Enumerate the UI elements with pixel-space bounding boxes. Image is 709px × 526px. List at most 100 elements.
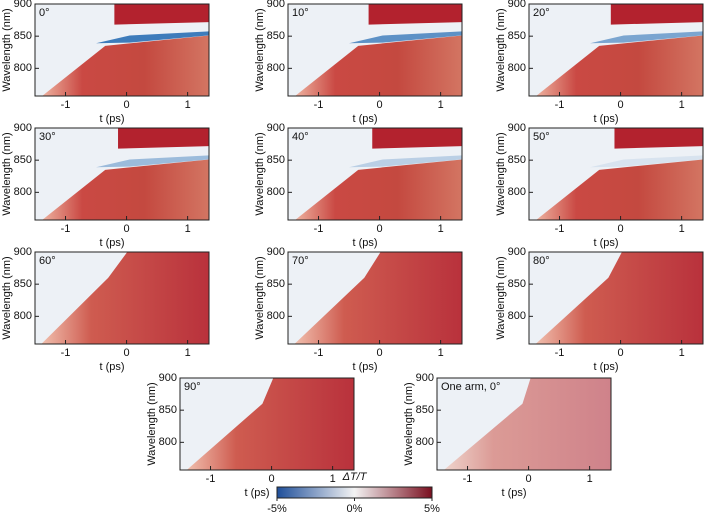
x-axis-label: t (ps) (99, 361, 124, 373)
plot-frame (528, 127, 704, 221)
signal-region (186, 378, 354, 470)
y-axis-label: Wavelength (nm) (254, 132, 266, 215)
plot-frame (34, 127, 210, 221)
x-tick-label: 1 (185, 347, 191, 359)
x-tick-label: -1 (314, 347, 324, 359)
panel-label: 50° (533, 131, 550, 143)
signal-region (118, 128, 209, 149)
y-tick-label: 850 (14, 154, 32, 166)
colorbar-tick-label: -5% (267, 503, 287, 515)
y-axis-label: Wavelength (nm) (146, 382, 158, 465)
x-tick-label: 1 (679, 99, 685, 111)
y-tick-label: 800 (508, 310, 526, 322)
plot-frame (528, 3, 704, 97)
y-tick-label: 850 (508, 154, 526, 166)
signal-region (295, 35, 462, 96)
y-tick-label: 800 (159, 436, 177, 448)
y-tick-label: 800 (14, 186, 32, 198)
x-tick-label: 0 (618, 99, 624, 111)
y-axis-label: Wavelength (nm) (1, 132, 13, 215)
plot-frame (287, 251, 463, 345)
y-tick-label: 800 (267, 62, 285, 74)
x-tick-label: 1 (587, 473, 593, 485)
x-axis-label: t (ps) (244, 487, 269, 499)
colorbar-tick-label: 5% (424, 503, 440, 515)
panel-label: 30° (39, 131, 56, 143)
y-tick-label: 800 (416, 436, 434, 448)
y-tick-label: 850 (267, 278, 285, 290)
x-tick-label: 1 (185, 99, 191, 111)
signal-region (114, 4, 209, 25)
x-tick-label: 1 (438, 99, 444, 111)
panel-label: 40° (292, 131, 309, 143)
x-tick-label: 0 (377, 223, 383, 235)
heatmap (180, 378, 354, 470)
signal-region (372, 128, 462, 149)
bleach-region (349, 155, 462, 168)
signal-region (536, 159, 703, 220)
x-tick-label: 1 (438, 347, 444, 359)
bleach-region (590, 155, 703, 168)
signal-region (535, 252, 703, 344)
heatmap (35, 252, 209, 344)
signal-region (368, 4, 462, 25)
y-tick-label: 800 (14, 310, 32, 322)
y-tick-label: 900 (14, 0, 32, 10)
y-tick-label: 900 (267, 246, 285, 258)
x-tick-label: 1 (330, 473, 336, 485)
y-axis-label: Wavelength (nm) (254, 8, 266, 91)
x-tick-label: 0 (618, 347, 624, 359)
y-tick-label: 900 (416, 372, 434, 384)
y-tick-label: 900 (508, 122, 526, 134)
heatmap (288, 252, 462, 344)
x-tick-label: 0 (377, 347, 383, 359)
y-tick-label: 850 (14, 278, 32, 290)
x-tick-label: 0 (124, 223, 130, 235)
x-tick-label: 0 (269, 473, 275, 485)
y-axis-label: Wavelength (nm) (495, 132, 507, 215)
y-tick-label: 900 (14, 122, 32, 134)
x-axis-label: t (ps) (352, 113, 377, 125)
panel-label: 0° (39, 7, 50, 19)
plot-frame (287, 127, 463, 221)
signal-region (610, 4, 703, 25)
x-tick-label: 1 (438, 223, 444, 235)
heatmap (529, 4, 703, 96)
x-axis-label: t (ps) (352, 237, 377, 249)
x-axis-label: t (ps) (501, 487, 526, 499)
x-tick-label: -1 (206, 473, 216, 485)
x-tick-label: 0 (618, 223, 624, 235)
colorbar-title: ΔT/T (342, 471, 368, 483)
y-axis-label: Wavelength (nm) (1, 256, 13, 339)
x-tick-label: 1 (185, 223, 191, 235)
y-tick-label: 800 (267, 310, 285, 322)
x-tick-label: 0 (124, 347, 130, 359)
panel-label: 10° (292, 7, 309, 19)
plot-frame (287, 3, 463, 97)
panel-label: 80° (533, 255, 550, 267)
panel-label: 90° (184, 381, 201, 393)
x-axis-label: t (ps) (593, 361, 618, 373)
y-tick-label: 850 (508, 30, 526, 42)
x-tick-label: 1 (679, 223, 685, 235)
heatmap (529, 128, 703, 220)
bleach-region (349, 31, 462, 44)
signal-region (536, 35, 703, 96)
y-axis-label: Wavelength (nm) (403, 382, 415, 465)
plot-frame (528, 251, 704, 345)
y-tick-label: 900 (508, 0, 526, 10)
y-tick-label: 900 (14, 246, 32, 258)
y-tick-label: 850 (416, 404, 434, 416)
panel-label: 60° (39, 255, 56, 267)
signal-region (42, 159, 209, 220)
x-axis-label: t (ps) (593, 237, 618, 249)
heatmap (35, 128, 209, 220)
heatmap (288, 4, 462, 96)
signal-region (295, 159, 462, 220)
x-tick-label: 1 (679, 347, 685, 359)
y-tick-label: 850 (267, 30, 285, 42)
heatmap (288, 128, 462, 220)
y-tick-label: 800 (267, 186, 285, 198)
signal-region (41, 252, 209, 344)
